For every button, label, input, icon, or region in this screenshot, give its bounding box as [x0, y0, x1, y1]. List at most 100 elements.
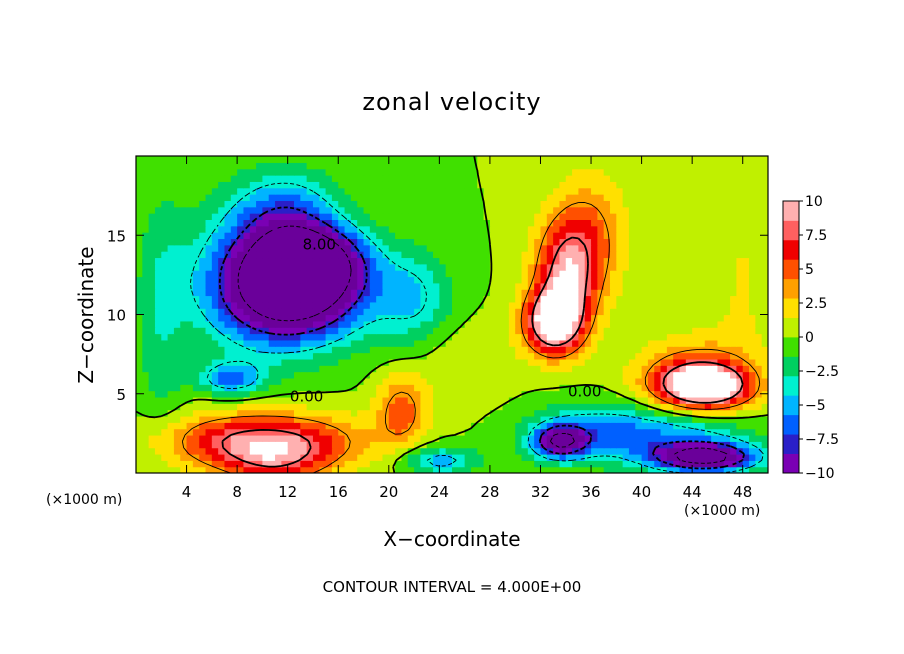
field-cell [420, 371, 428, 379]
field-cell [508, 175, 516, 182]
field-cell [698, 206, 706, 214]
field-cell [723, 333, 731, 341]
field-cell [597, 308, 605, 316]
field-cell [230, 371, 238, 379]
field-cell [515, 232, 523, 240]
field-cell [287, 270, 295, 278]
field-cell [407, 276, 415, 284]
field-cell [610, 314, 617, 322]
field-cell [173, 282, 181, 290]
field-cell [268, 156, 276, 163]
field-cell [192, 333, 200, 341]
field-cell [148, 371, 156, 379]
field-cell [711, 200, 719, 208]
field-cell [407, 333, 415, 341]
field-cell [350, 156, 358, 163]
field-cell [142, 422, 150, 430]
field-cell [192, 263, 200, 271]
field-cell [673, 282, 681, 290]
field-cell [154, 403, 162, 411]
field-cell [692, 415, 700, 423]
field-cell [224, 213, 232, 220]
field-cell [414, 320, 421, 328]
field-cell [268, 301, 276, 309]
field-cell [723, 377, 731, 385]
field-cell [306, 460, 314, 468]
field-cell [136, 365, 143, 373]
field-cell [641, 194, 649, 201]
field-cell [521, 339, 529, 347]
field-cell [578, 276, 586, 284]
field-cell [508, 251, 516, 259]
field-cell [685, 251, 693, 259]
field-cell [357, 358, 365, 366]
field-cell [654, 244, 662, 252]
field-cell [628, 213, 636, 220]
field-cell [338, 371, 346, 379]
field-cell [230, 346, 238, 354]
field-cell [319, 428, 327, 436]
field-cell [230, 377, 238, 385]
field-cell [445, 238, 453, 246]
field-cell [192, 415, 200, 423]
field-cell [256, 453, 263, 461]
field-cell [369, 339, 377, 347]
field-cell [736, 194, 744, 201]
field-cell [666, 396, 674, 404]
field-cell [414, 447, 421, 455]
field-cell [458, 403, 466, 411]
field-cell [395, 390, 403, 398]
field-cell [711, 409, 719, 417]
field-cell [521, 270, 529, 278]
field-cell [749, 384, 756, 392]
field-cell [610, 244, 617, 252]
field-cell [666, 428, 674, 436]
field-cell [761, 453, 768, 461]
field-cell [559, 377, 567, 385]
field-cell [508, 422, 516, 430]
field-cell [382, 333, 390, 341]
field-cell [597, 460, 605, 468]
field-cell [496, 441, 504, 449]
field-cell [698, 434, 706, 442]
field-cell [186, 308, 194, 316]
field-cell [180, 289, 188, 297]
field-cell [173, 384, 181, 392]
field-cell [363, 282, 371, 290]
field-cell [730, 352, 737, 360]
field-cell [502, 187, 510, 195]
field-cell [603, 371, 611, 379]
field-cell [173, 308, 181, 316]
field-cell [654, 352, 662, 360]
field-cell [452, 403, 459, 411]
field-cell [704, 257, 712, 265]
field-cell [483, 282, 491, 290]
field-cell [369, 377, 377, 385]
field-cell [287, 263, 295, 271]
field-cell [199, 156, 207, 163]
field-cell [635, 194, 643, 201]
field-cell [603, 257, 611, 265]
field-cell [142, 339, 150, 347]
field-cell [540, 213, 548, 220]
field-cell [268, 434, 276, 442]
field-cell [426, 428, 434, 436]
field-cell [527, 415, 535, 423]
field-cell [591, 377, 598, 385]
field-cell [294, 396, 301, 404]
field-cell [685, 390, 693, 398]
field-cell [761, 219, 768, 227]
field-cell [142, 156, 150, 163]
field-cell [749, 232, 756, 240]
field-cell [376, 225, 384, 233]
field-cell [294, 314, 301, 322]
field-cell [262, 238, 270, 246]
field-cell [685, 466, 693, 473]
field-cell [173, 244, 181, 252]
field-cell [262, 295, 270, 303]
field-cell [502, 415, 510, 423]
field-cell [262, 276, 270, 284]
field-cell [616, 314, 624, 322]
field-cell [420, 396, 428, 404]
field-cell [312, 327, 320, 335]
